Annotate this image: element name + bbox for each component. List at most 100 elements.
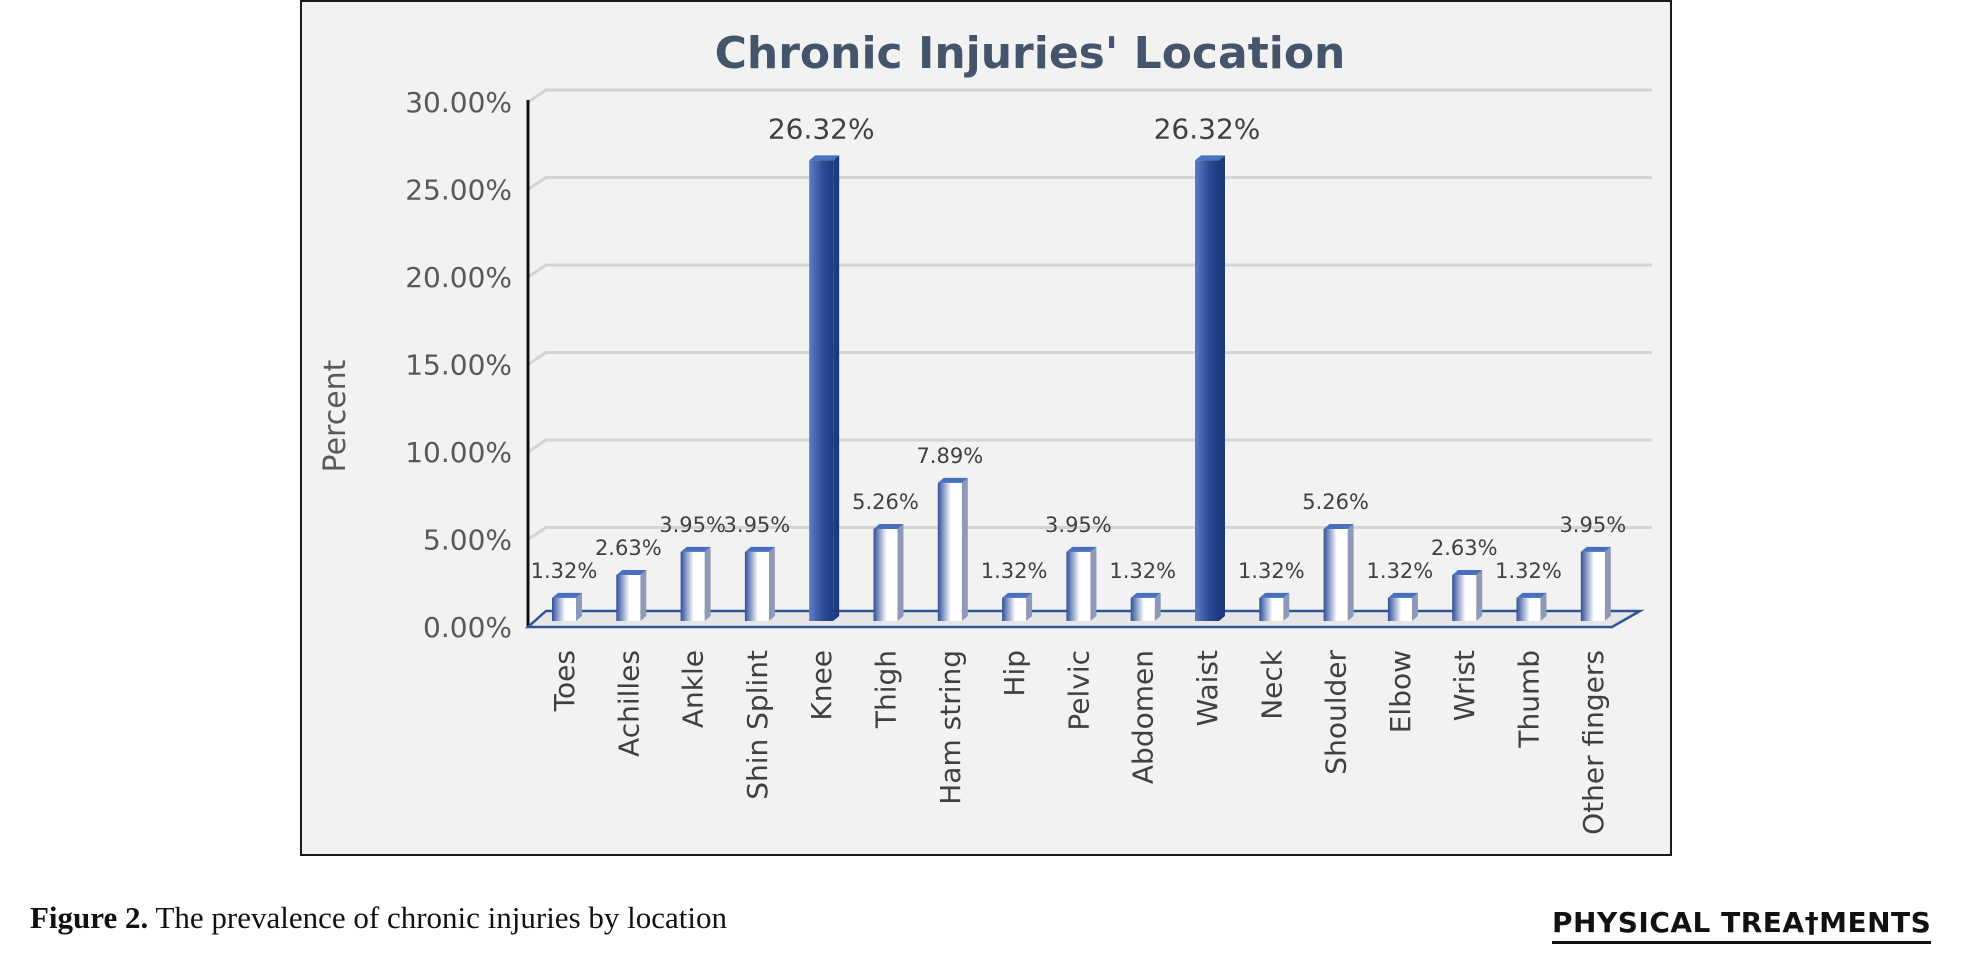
bar <box>680 546 711 621</box>
bar-front <box>616 574 641 621</box>
bar-top <box>937 477 968 483</box>
bar-top <box>809 155 840 161</box>
bar-top <box>1002 592 1033 598</box>
x-tick-label: Thumb <box>1513 650 1546 749</box>
bar-side <box>1026 592 1033 621</box>
bar-side <box>768 546 775 621</box>
bar-side <box>1347 523 1354 621</box>
bar-front <box>937 482 962 621</box>
bar-side <box>897 523 904 621</box>
bar-front <box>1387 597 1412 621</box>
x-tick-label: Pelvic <box>1062 650 1095 731</box>
y-tick-label: 10.00% <box>405 436 512 469</box>
bar <box>1066 546 1097 621</box>
data-label: 1.32% <box>1109 559 1176 583</box>
bar-top <box>552 592 582 598</box>
gridline <box>527 526 1652 541</box>
bar-side <box>1154 592 1161 621</box>
bar-front <box>680 551 705 621</box>
x-tick-label: Knee <box>805 650 838 721</box>
bar-top <box>1452 569 1483 575</box>
bar-top <box>1130 592 1161 598</box>
bar <box>1516 592 1547 621</box>
y-tick-label: 20.00% <box>405 261 512 294</box>
data-label: 1.32% <box>531 559 598 583</box>
x-tick-label: Waist <box>1191 650 1224 726</box>
chart-frame: Chronic Injuries' Location Percent 0.00%… <box>300 0 1672 856</box>
bar-front <box>1580 551 1605 621</box>
bar-front <box>1323 528 1348 621</box>
bar-side <box>576 592 582 621</box>
figure-caption: Figure 2. The prevalence of chronic inju… <box>30 900 727 936</box>
data-label: 3.95% <box>1045 513 1112 537</box>
bar-front <box>1130 597 1155 621</box>
data-label: 1.32% <box>981 559 1048 583</box>
y-tick-label: 30.00% <box>405 86 512 119</box>
bar-side <box>704 546 711 621</box>
x-tick-label: Shoulder <box>1320 650 1353 775</box>
data-label: 5.26% <box>1302 490 1369 514</box>
x-tick-label: Achilles <box>612 650 645 757</box>
data-label: 2.63% <box>1431 536 1498 560</box>
data-label: 1.32% <box>1367 559 1434 583</box>
bar-side <box>640 569 647 621</box>
x-tick-label: Wrist <box>1448 650 1481 721</box>
x-tick-label: Shin Splint <box>741 650 774 800</box>
chart-title: Chronic Injuries' Location <box>715 28 1346 79</box>
data-label: 5.26% <box>852 490 919 514</box>
bar-chart: Chronic Injuries' Location Percent 0.00%… <box>318 28 1652 835</box>
bar-top <box>1259 592 1290 598</box>
x-tick-label: Abdomen <box>1127 650 1160 784</box>
bar <box>1323 523 1354 621</box>
gridline <box>527 438 1652 454</box>
bar-side <box>1476 569 1483 621</box>
gridline <box>527 263 1652 279</box>
bar <box>1002 592 1033 621</box>
bar <box>1580 546 1611 621</box>
bar-side <box>1604 546 1611 621</box>
bar <box>744 546 775 621</box>
data-label: 7.89% <box>916 444 983 468</box>
caption-label: Figure 2. <box>30 900 149 935</box>
y-tick-label: 0.00% <box>423 611 512 644</box>
bar <box>1387 592 1418 621</box>
x-tick-label: Elbow <box>1384 650 1417 733</box>
bar <box>809 155 840 621</box>
bar-top <box>873 523 904 529</box>
bar <box>1452 569 1483 621</box>
x-tick-label: Toes <box>548 650 581 712</box>
data-label: 26.32% <box>768 112 875 145</box>
bar <box>616 569 647 621</box>
gridline <box>527 88 1652 104</box>
bar-top <box>1516 592 1547 598</box>
bar-side <box>1411 592 1418 621</box>
x-tick-label: Thigh <box>870 650 903 729</box>
bar-top <box>1580 546 1611 552</box>
data-label: 3.95% <box>1559 513 1626 537</box>
bar <box>873 523 904 621</box>
bar-front <box>744 551 769 621</box>
x-tick-label: Neck <box>1255 649 1288 720</box>
bar-top <box>1195 155 1225 161</box>
bar-front <box>1516 597 1541 621</box>
bar <box>1259 592 1290 621</box>
bar-side <box>1283 592 1290 621</box>
x-tick-label: Other fingers <box>1577 650 1610 835</box>
bar <box>1130 592 1161 621</box>
bar-front <box>1259 597 1284 621</box>
bar-top <box>680 546 711 552</box>
bar-front <box>1452 574 1477 621</box>
y-axis-label: Percent <box>318 359 353 472</box>
gridline <box>527 176 1652 191</box>
bar-top <box>744 546 775 552</box>
bar-front <box>809 160 834 621</box>
data-label: 1.32% <box>1495 559 1562 583</box>
bar-front <box>552 597 576 621</box>
data-label: 3.95% <box>724 513 791 537</box>
bar-side <box>1540 592 1547 621</box>
x-tick-label: Ankle <box>677 650 710 728</box>
bar-top <box>616 569 647 575</box>
data-label: 26.32% <box>1154 112 1261 145</box>
data-label: 3.95% <box>659 513 726 537</box>
bar-front <box>1002 597 1027 621</box>
